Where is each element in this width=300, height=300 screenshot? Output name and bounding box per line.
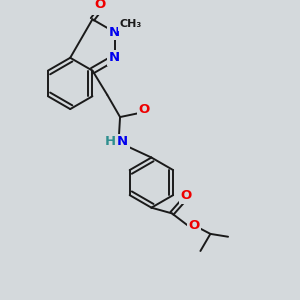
Text: H: H — [104, 135, 116, 148]
Text: N: N — [109, 26, 120, 39]
Text: N: N — [109, 51, 120, 64]
Text: O: O — [181, 189, 192, 202]
Text: CH₃: CH₃ — [119, 19, 141, 29]
Text: O: O — [95, 0, 106, 11]
Text: N: N — [117, 135, 128, 148]
Text: O: O — [188, 219, 200, 232]
Text: O: O — [138, 103, 150, 116]
